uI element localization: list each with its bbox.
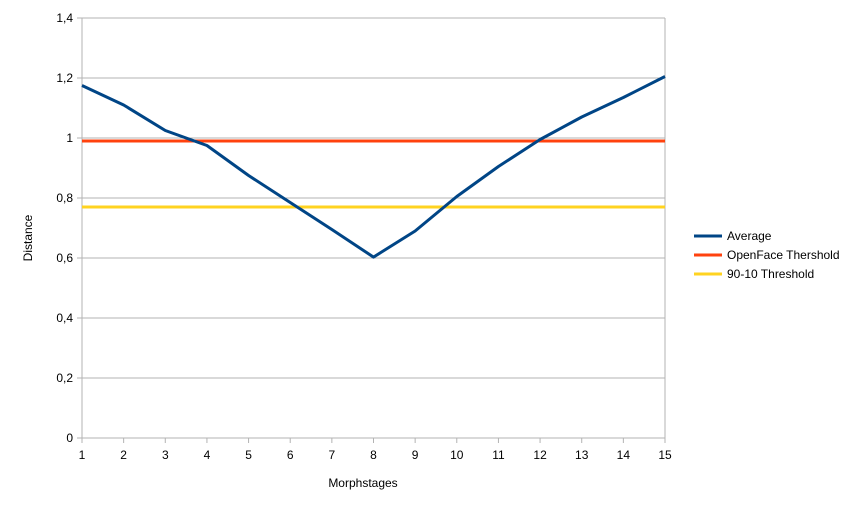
x-tick-label: 6 (287, 448, 294, 462)
x-tick-label: 11 (492, 448, 505, 462)
x-tick-label: 8 (370, 448, 377, 462)
x-tick-label: 1 (79, 448, 86, 462)
y-tick-labels: 0 0,2 0,4 0,6 0,8 1 1,2 1,4 (56, 11, 73, 445)
axes (77, 17, 666, 443)
series-lines (81, 75, 666, 259)
y-tick-label: 1,2 (56, 71, 73, 85)
y-tick-label: 0,2 (56, 371, 73, 385)
y-tick-label: 0,8 (56, 191, 73, 205)
y-tick-label: 0,6 (56, 251, 73, 265)
legend: Average OpenFace Thershold 90-10 Threshold (694, 229, 840, 281)
x-tick-label: 5 (245, 448, 252, 462)
legend-label: 90-10 Threshold (727, 267, 814, 281)
y-axis-title: Distance (21, 214, 35, 261)
grid-lines (82, 17, 665, 439)
x-tick-label: 14 (617, 448, 631, 462)
x-tick-label: 7 (329, 448, 336, 462)
x-tick-label: 9 (412, 448, 419, 462)
y-tick-label: 1 (66, 131, 73, 145)
legend-label: Average (727, 229, 772, 243)
legend-label: OpenFace Thershold (727, 248, 840, 262)
y-tick-label: 0,4 (56, 311, 73, 325)
x-tick-label: 10 (450, 448, 464, 462)
y-tick-label: 1,4 (56, 11, 73, 25)
x-tick-labels: 1 2 3 4 5 6 7 8 9 10 11 12 13 14 15 (79, 448, 672, 462)
x-tick-label: 15 (658, 448, 672, 462)
y-tick-label: 0 (66, 431, 73, 445)
x-tick-label: 13 (575, 448, 589, 462)
legend-item-openface-thershold: OpenFace Thershold (694, 248, 840, 262)
legend-item-90-10-threshold: 90-10 Threshold (694, 267, 814, 281)
series-line-average (81, 75, 666, 259)
legend-item-average: Average (694, 229, 772, 243)
x-axis-title: Morphstages (328, 476, 397, 490)
x-tick-label: 3 (162, 448, 169, 462)
x-tick-label: 4 (204, 448, 211, 462)
x-tick-label: 12 (533, 448, 547, 462)
x-tick-label: 2 (120, 448, 127, 462)
